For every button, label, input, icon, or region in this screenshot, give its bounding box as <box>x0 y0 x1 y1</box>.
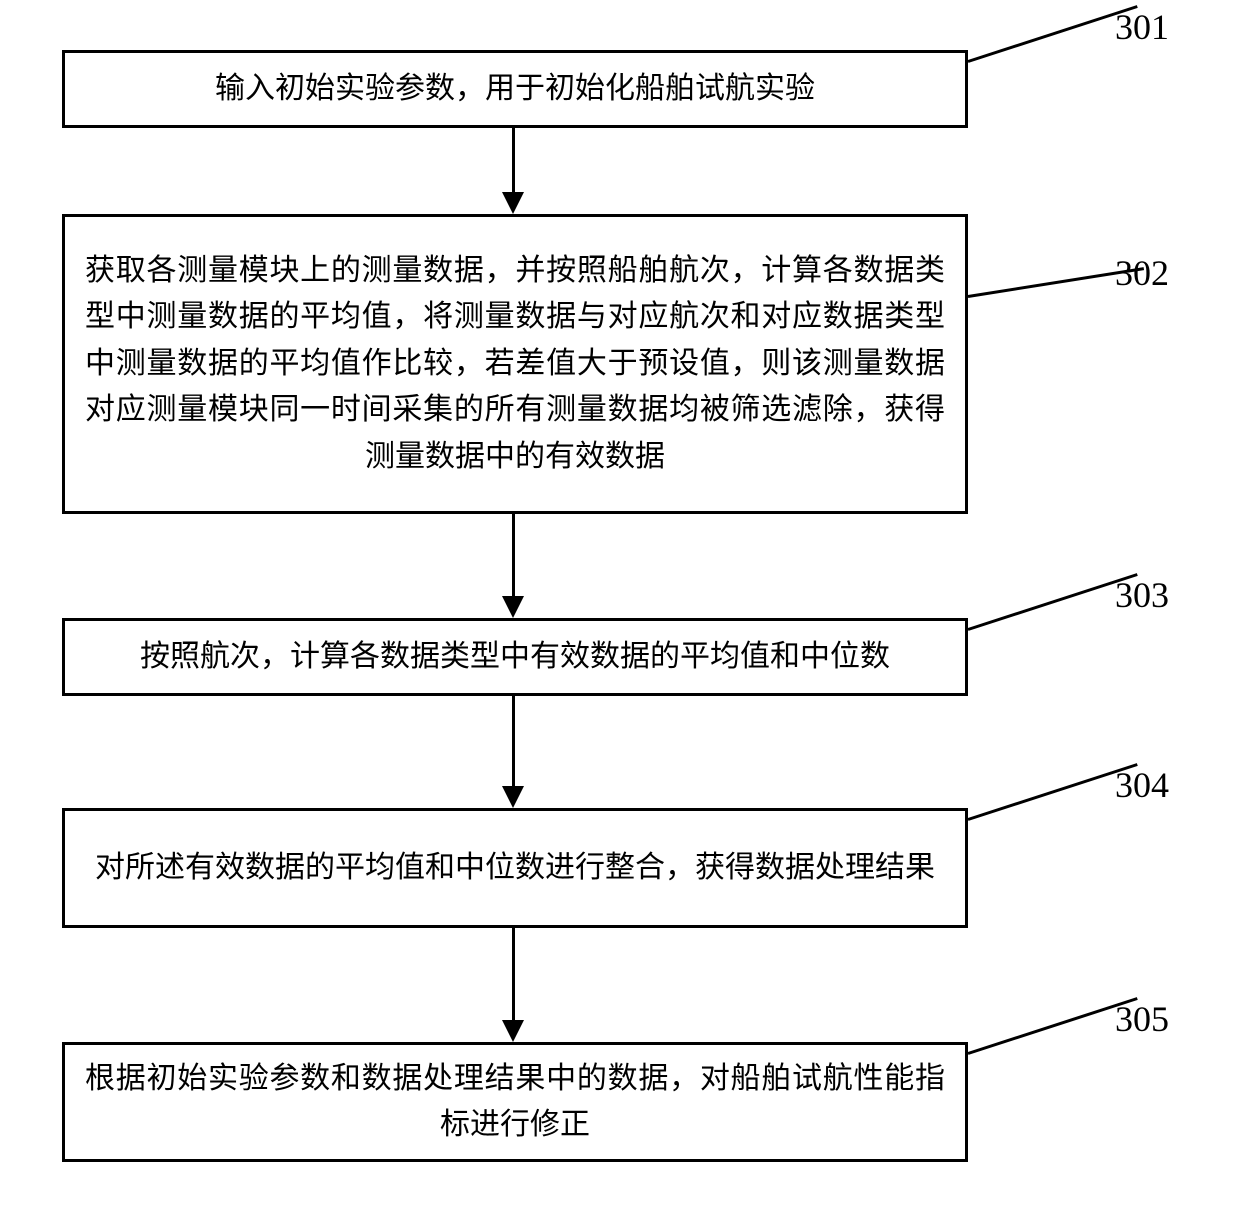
flow-node-text: 根据初始实验参数和数据处理结果中的数据，对船舶试航性能指标进行修正 <box>85 1056 945 1149</box>
leader-line <box>968 997 1138 1055</box>
flow-node-n1: 输入初始实验参数，用于初始化船舶试航实验 <box>62 50 968 128</box>
leader-line <box>968 573 1138 631</box>
arrow-head-icon <box>502 192 524 214</box>
arrow-line <box>512 928 515 1020</box>
arrow-head-icon <box>502 1020 524 1042</box>
flow-node-text: 按照航次，计算各数据类型中有效数据的平均值和中位数 <box>140 634 890 681</box>
arrow-line <box>512 696 515 786</box>
leader-line <box>968 763 1138 821</box>
leader-line <box>968 5 1138 63</box>
flow-node-text: 输入初始实验参数，用于初始化船舶试航实验 <box>215 66 815 113</box>
flow-node-text: 对所述有效数据的平均值和中位数进行整合，获得数据处理结果 <box>95 845 935 892</box>
flow-node-n5: 根据初始实验参数和数据处理结果中的数据，对船舶试航性能指标进行修正 <box>62 1042 968 1162</box>
flow-node-text: 获取各测量模块上的测量数据，并按照船舶航次，计算各数据类型中测量数据的平均值，将… <box>85 248 945 481</box>
flow-node-n3: 按照航次，计算各数据类型中有效数据的平均值和中位数 <box>62 618 968 696</box>
arrow-head-icon <box>502 596 524 618</box>
flow-node-n4: 对所述有效数据的平均值和中位数进行整合，获得数据处理结果 <box>62 808 968 928</box>
arrow-line <box>512 514 515 596</box>
flow-node-n2: 获取各测量模块上的测量数据，并按照船舶航次，计算各数据类型中测量数据的平均值，将… <box>62 214 968 514</box>
arrow-line <box>512 128 515 192</box>
arrow-head-icon <box>502 786 524 808</box>
flowchart-canvas: 输入初始实验参数，用于初始化船舶试航实验301获取各测量模块上的测量数据，并按照… <box>0 0 1240 1225</box>
